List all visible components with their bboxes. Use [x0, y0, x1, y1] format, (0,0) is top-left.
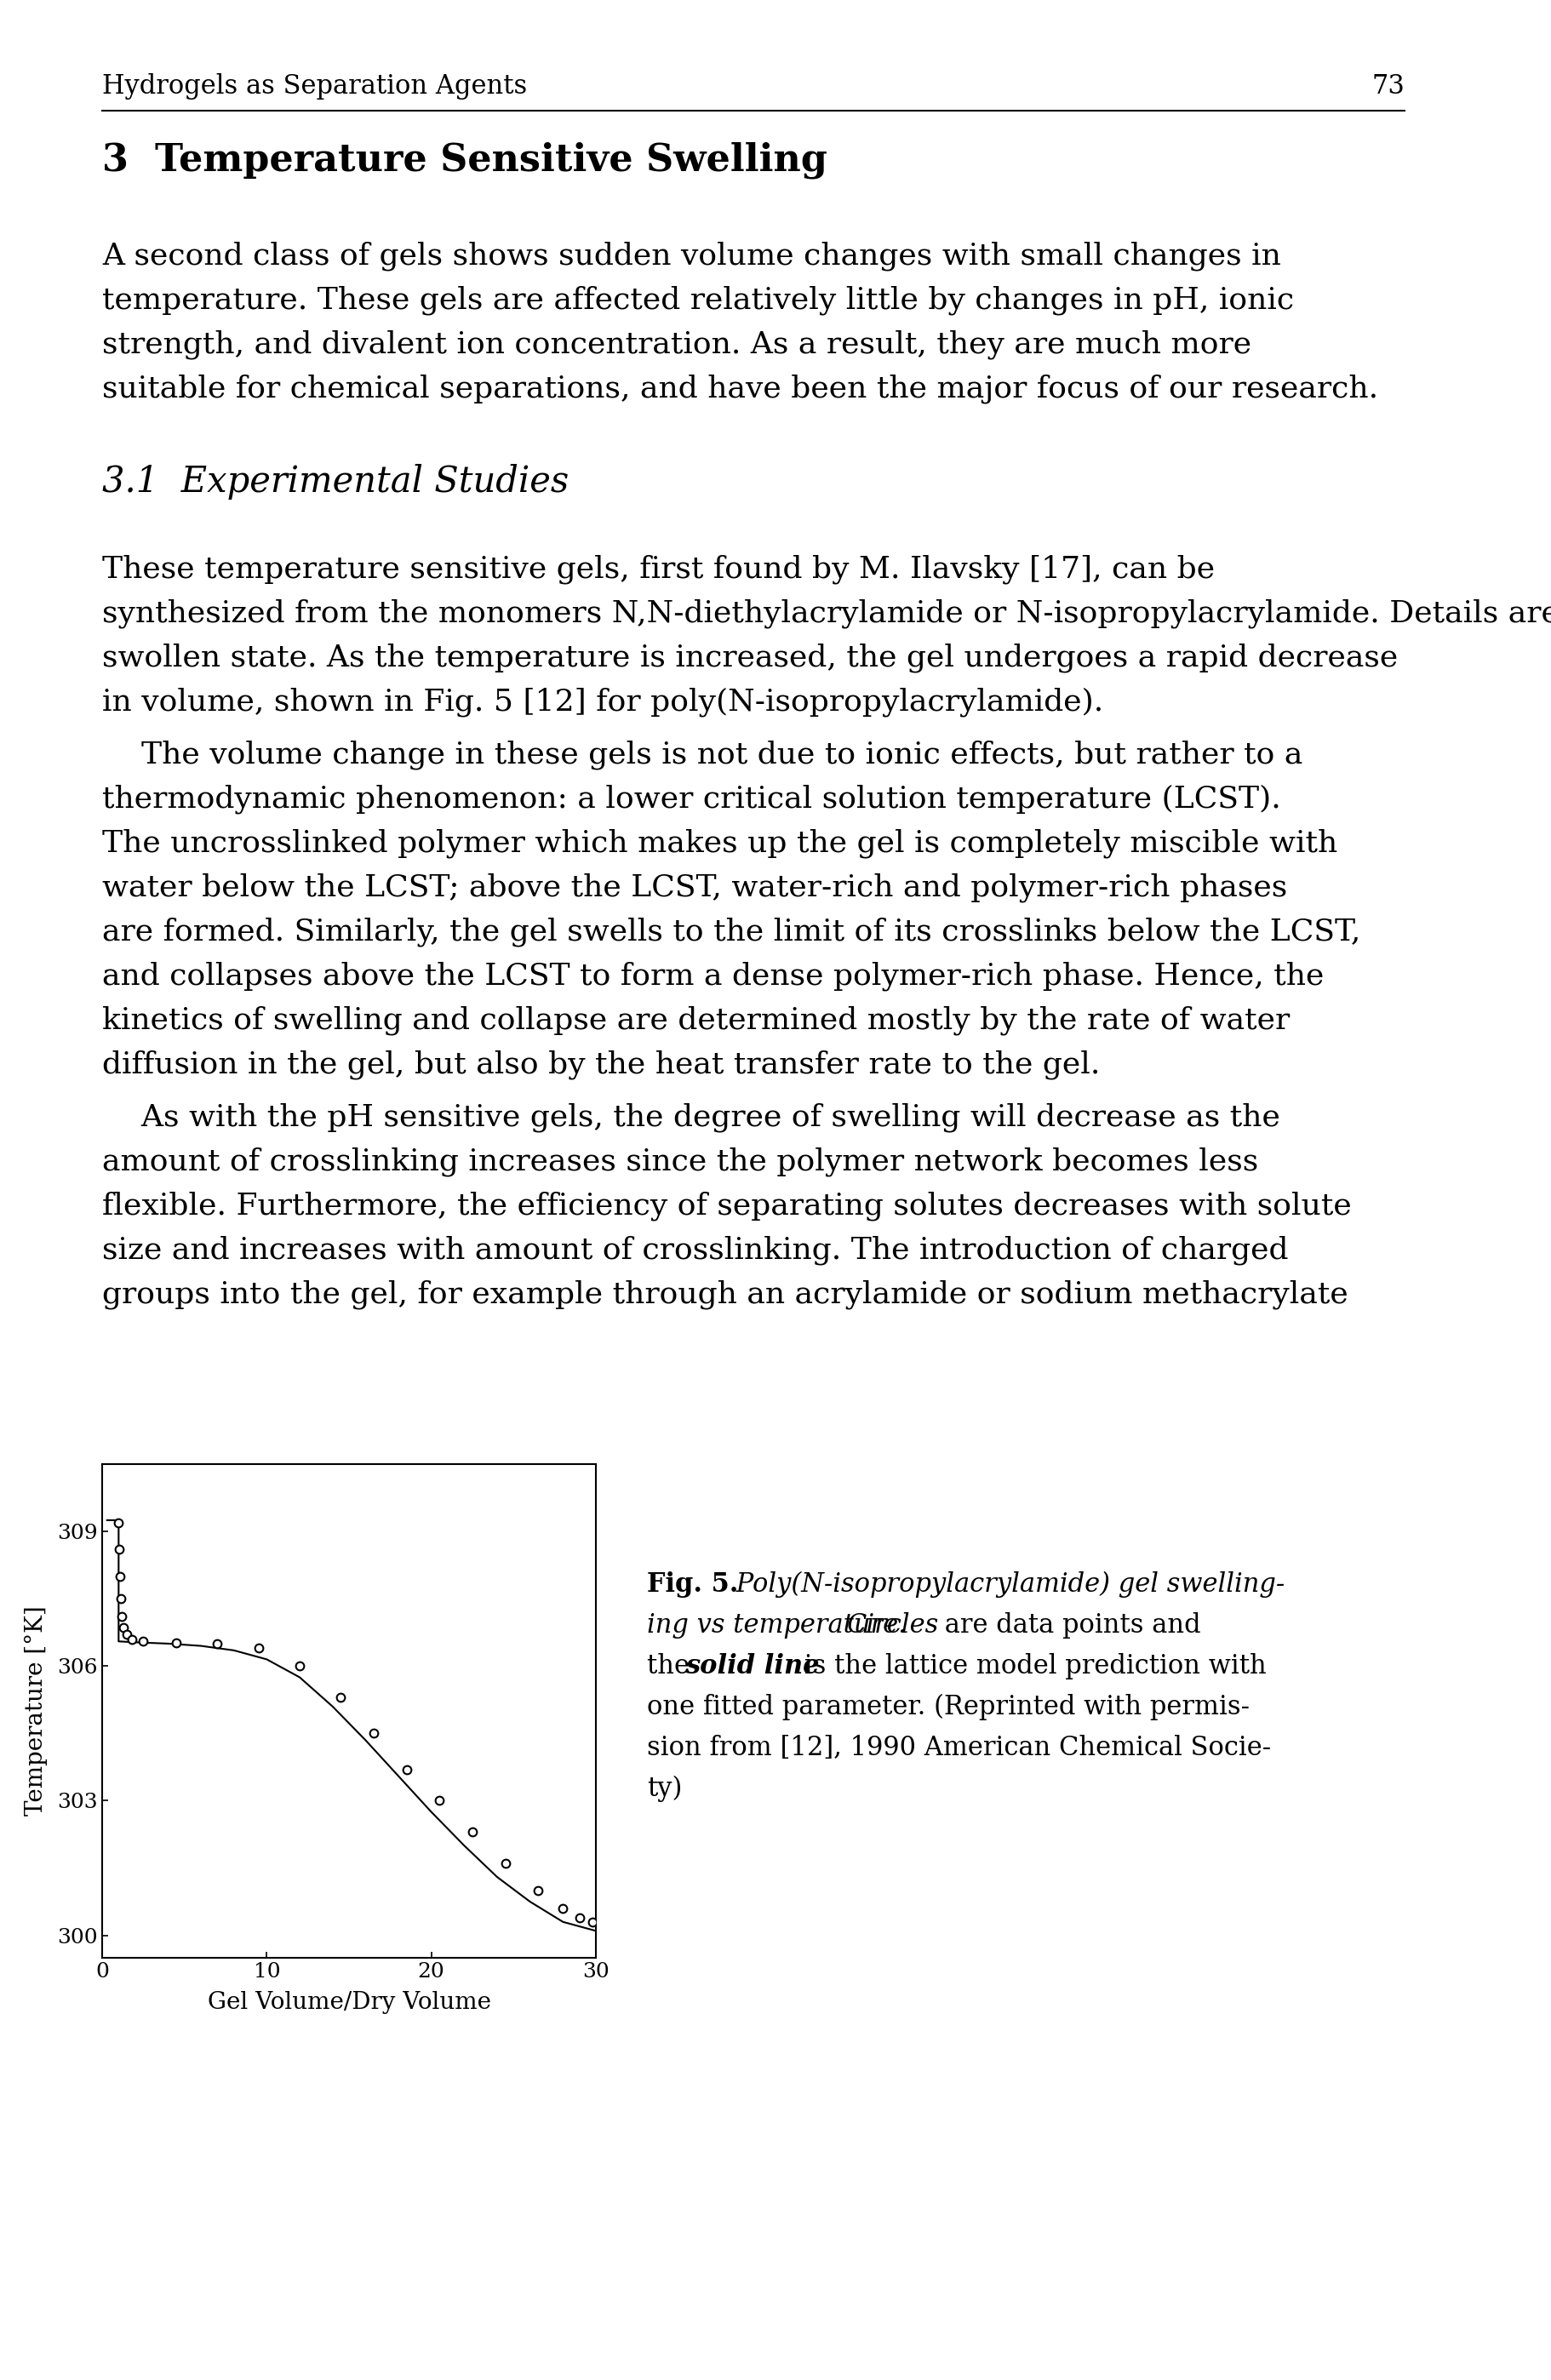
Text: are data points and: are data points and: [937, 1611, 1200, 1637]
Text: thermodynamic phenomenon: a lower critical solution temperature (LCST).: thermodynamic phenomenon: a lower critic…: [102, 783, 1281, 814]
Text: As with the pH sensitive gels, the degree of swelling will decrease as the: As with the pH sensitive gels, the degre…: [102, 1102, 1280, 1133]
Text: is the lattice model prediction with: is the lattice model prediction with: [796, 1654, 1267, 1680]
Text: solid line: solid line: [686, 1654, 819, 1680]
Text: 73: 73: [1371, 74, 1405, 100]
Text: and collapses above the LCST to form a dense polymer-rich phase. Hence, the: and collapses above the LCST to form a d…: [102, 962, 1325, 990]
Text: amount of crosslinking increases since the polymer network becomes less: amount of crosslinking increases since t…: [102, 1147, 1258, 1176]
Text: Fig. 5.: Fig. 5.: [647, 1571, 738, 1597]
Text: temperature. These gels are affected relatively little by changes in pH, ionic: temperature. These gels are affected rel…: [102, 286, 1294, 314]
Text: These temperature sensitive gels, first found by M. Ilavsky [17], can be: These temperature sensitive gels, first …: [102, 555, 1214, 583]
Text: kinetics of swelling and collapse are determined mostly by the rate of water: kinetics of swelling and collapse are de…: [102, 1004, 1290, 1035]
Text: diffusion in the gel, but also by the heat transfer rate to the gel.: diffusion in the gel, but also by the he…: [102, 1050, 1100, 1078]
Text: swollen state. As the temperature is increased, the gel undergoes a rapid decrea: swollen state. As the temperature is inc…: [102, 643, 1397, 671]
Text: The volume change in these gels is not due to ionic effects, but rather to a: The volume change in these gels is not d…: [102, 740, 1303, 769]
Text: The uncrosslinked polymer which makes up the gel is completely miscible with: The uncrosslinked polymer which makes up…: [102, 828, 1337, 857]
Text: groups into the gel, for example through an acrylamide or sodium methacrylate: groups into the gel, for example through…: [102, 1280, 1348, 1309]
Text: Poly(N-isopropylacrylamide) gel swelling-: Poly(N-isopropylacrylamide) gel swelling…: [727, 1571, 1284, 1597]
Text: Hydrogels as Separation Agents: Hydrogels as Separation Agents: [102, 74, 527, 100]
Text: size and increases with amount of crosslinking. The introduction of charged: size and increases with amount of crossl…: [102, 1235, 1289, 1264]
Text: strength, and divalent ion concentration. As a result, they are much more: strength, and divalent ion concentration…: [102, 328, 1252, 359]
Text: 3  Temperature Sensitive Swelling: 3 Temperature Sensitive Swelling: [102, 140, 827, 178]
Text: in volume, shown in Fig. 5 [12] for poly(N-isopropylacrylamide).: in volume, shown in Fig. 5 [12] for poly…: [102, 688, 1103, 716]
Text: Circles: Circles: [847, 1611, 940, 1637]
Text: sion from [12], 1990 American Chemical Socie-: sion from [12], 1990 American Chemical S…: [647, 1735, 1270, 1761]
Text: suitable for chemical separations, and have been the major focus of our research: suitable for chemical separations, and h…: [102, 374, 1379, 402]
Y-axis label: Temperature [°K]: Temperature [°K]: [25, 1607, 48, 1816]
Text: one fitted parameter. (Reprinted with permis-: one fitted parameter. (Reprinted with pe…: [647, 1695, 1250, 1721]
X-axis label: Gel Volume/Dry Volume: Gel Volume/Dry Volume: [208, 1992, 490, 2013]
Text: ing vs temperature.: ing vs temperature.: [647, 1611, 915, 1637]
Text: synthesized from the monomers N,N-diethylacrylamide or N-isopropylacrylamide. De: synthesized from the monomers N,N-diethy…: [102, 597, 1551, 628]
Text: 3.1  Experimental Studies: 3.1 Experimental Studies: [102, 464, 569, 500]
Text: water below the LCST; above the LCST, water-rich and polymer-rich phases: water below the LCST; above the LCST, wa…: [102, 873, 1287, 902]
Text: A second class of gels shows sudden volume changes with small changes in: A second class of gels shows sudden volu…: [102, 240, 1281, 271]
Text: the: the: [647, 1654, 698, 1680]
Text: are formed. Similarly, the gel swells to the limit of its crosslinks below the L: are formed. Similarly, the gel swells to…: [102, 916, 1360, 947]
Text: ty): ty): [647, 1775, 682, 1802]
Text: flexible. Furthermore, the efficiency of separating solutes decreases with solut: flexible. Furthermore, the efficiency of…: [102, 1190, 1351, 1221]
